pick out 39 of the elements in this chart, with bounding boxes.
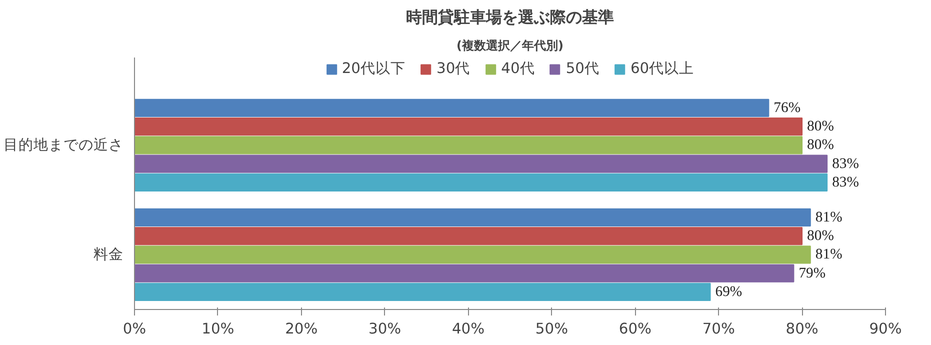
x-tick-label: 0% [122, 320, 146, 338]
bar [134, 227, 803, 246]
data-label: 83% [832, 156, 859, 172]
y-tick-label: 料金 [94, 246, 124, 264]
data-label: 80% [807, 137, 834, 154]
x-tick-label: 20% [285, 320, 318, 338]
x-tick-label: 50% [535, 320, 568, 338]
legend-label: 50代 [566, 59, 600, 78]
x-tick-label: 90% [869, 320, 902, 338]
legend-label: 20代以下 [342, 59, 406, 78]
bar [134, 136, 803, 154]
x-tick-label: 70% [702, 320, 735, 338]
x-tick-label: 80% [786, 320, 818, 338]
y-tick-label: 目的地までの近さ [4, 136, 124, 154]
legend-label: 40代 [501, 59, 535, 78]
data-label: 80% [807, 228, 834, 244]
data-label: 79% [798, 265, 826, 282]
bar [134, 117, 803, 136]
bar [134, 154, 828, 173]
bar [134, 246, 811, 264]
data-label: 83% [832, 174, 859, 190]
data-label: 69% [715, 284, 742, 300]
x-tick-label: 40% [452, 320, 485, 338]
legend-label: 60代以上 [630, 59, 694, 78]
data-label: 76% [774, 100, 801, 116]
bar [134, 173, 828, 192]
x-tick-label: 30% [368, 320, 402, 338]
x-tick-label: 60% [618, 320, 652, 338]
chart-title: 時間貸駐車場を選ぶ際の基準 [406, 8, 614, 26]
chart-subtitle: (複数選択／年代別) [456, 38, 564, 52]
data-label: 81% [815, 246, 842, 263]
x-tick-label: 10% [202, 320, 234, 338]
bar [134, 208, 811, 227]
data-label: 80% [807, 118, 834, 135]
legend-label: 30代 [436, 59, 470, 78]
bar [134, 282, 711, 302]
bar [134, 264, 794, 282]
data-label: 81% [815, 209, 842, 226]
bar [134, 98, 770, 117]
